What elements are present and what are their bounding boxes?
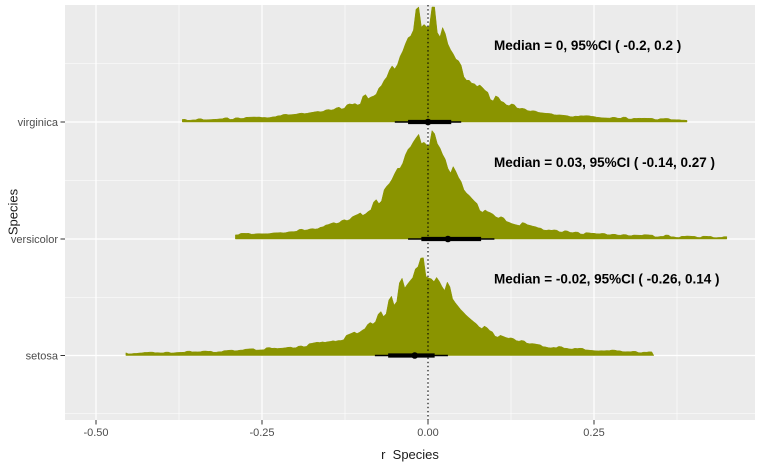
annotation-setosa: Median = -0.02, 95%CI ( -0.26, 0.14 ) [494, 272, 719, 287]
median-dot-setosa [411, 352, 419, 359]
median-dot-virginica [424, 118, 432, 126]
x-tick-label: 0.00 [417, 427, 438, 439]
annotation-versicolor: Median = 0.03, 95%CI ( -0.14, 0.27 ) [494, 155, 715, 170]
y-tick-label-setosa: setosa [26, 351, 59, 363]
x-axis-title: r Species [381, 447, 439, 462]
x-tick-label: 0.25 [583, 427, 604, 439]
y-tick-label-versicolor: versicolor [11, 234, 58, 246]
x-tick-label: -0.25 [249, 427, 274, 439]
median-dot-versicolor [444, 235, 452, 243]
ridge-virginica [182, 6, 688, 123]
annotation-virginica: Median = 0, 95%CI ( -0.2, 0.2 ) [494, 38, 681, 53]
ridge-versicolor [235, 129, 728, 240]
ridge-setosa [125, 257, 655, 356]
point-interval-versicolor [408, 235, 495, 243]
y-tick-label-virginica: virginica [18, 117, 59, 129]
x-tick-label: -0.50 [83, 427, 108, 439]
point-interval-setosa [374, 352, 448, 359]
y-axis-title: Species [5, 188, 21, 236]
point-interval-virginica [394, 118, 462, 126]
